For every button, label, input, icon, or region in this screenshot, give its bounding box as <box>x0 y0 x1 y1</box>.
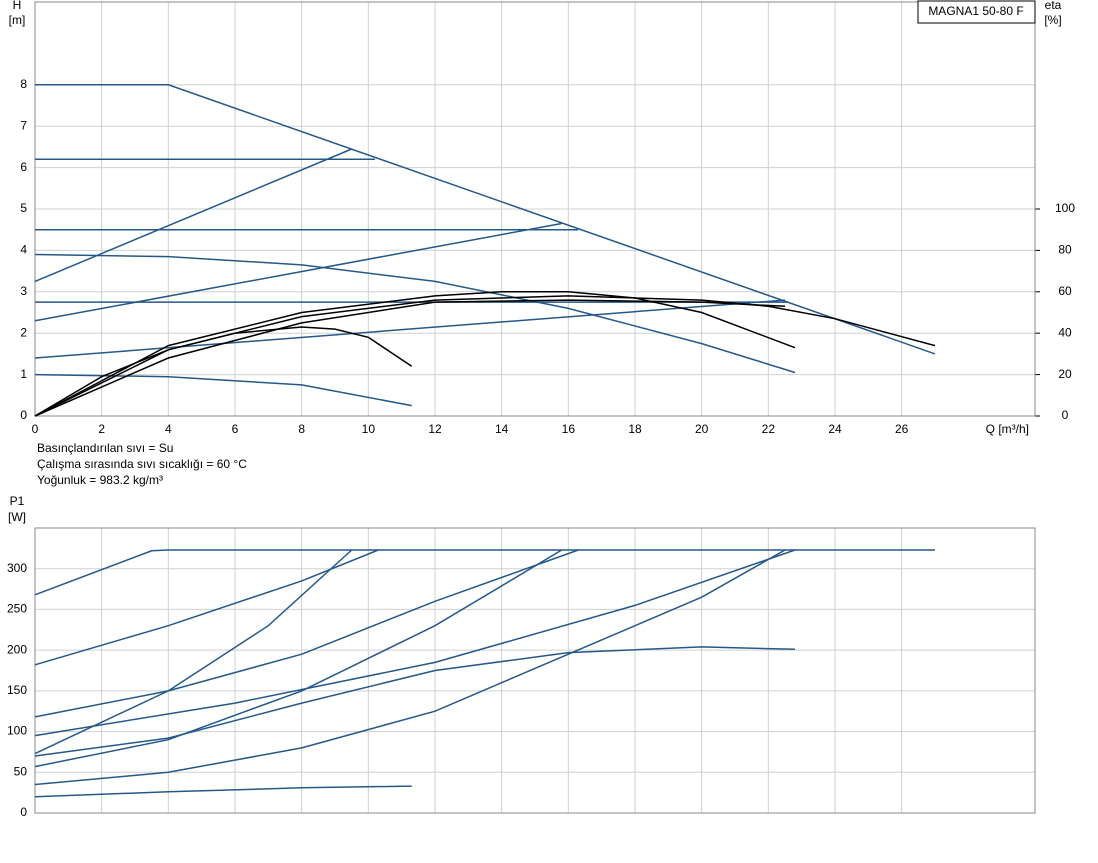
y2-tick-label: 20 <box>1058 367 1072 381</box>
y-tick-label: 0 <box>20 805 27 819</box>
y-axis-label: P1 <box>10 494 25 508</box>
y2-tick-label: 60 <box>1058 284 1072 298</box>
x-tick-label: 2 <box>98 422 105 436</box>
x-tick-label: 6 <box>232 422 239 436</box>
label-box-text: MAGNA1 50-80 F <box>928 4 1023 18</box>
curve <box>35 84 936 355</box>
curve <box>34 549 353 755</box>
curve <box>34 299 786 417</box>
plot-border <box>34 527 1036 814</box>
y-tick-label: 3 <box>20 284 27 298</box>
note: Basınçlandırılan sıvı = Su <box>37 441 173 455</box>
y-tick-label: 250 <box>7 602 27 616</box>
y-axis-label: H <box>13 0 22 12</box>
x-tick-label: 0 <box>32 422 39 436</box>
y-tick-label: 5 <box>20 201 27 215</box>
curve <box>34 549 379 666</box>
label-box <box>917 0 1036 24</box>
curve <box>34 785 412 798</box>
x-tick-label: 18 <box>628 422 642 436</box>
y-tick-label: 1 <box>20 367 27 381</box>
y-tick-label: 4 <box>20 243 27 257</box>
curve <box>34 299 786 359</box>
y2-axis-unit: [%] <box>1044 13 1061 27</box>
x-tick-label: 26 <box>895 422 909 436</box>
plot-border <box>34 1 1036 417</box>
curve <box>34 549 786 786</box>
y-tick-label: 8 <box>20 77 27 91</box>
curve <box>34 253 796 374</box>
x-tick-label: 16 <box>562 422 576 436</box>
curve <box>34 148 352 283</box>
y-tick-label: 2 <box>20 325 27 339</box>
note: Yoğunluk = 983.2 kg/m³ <box>37 473 163 487</box>
y-tick-label: 100 <box>7 724 27 738</box>
y-tick-label: 300 <box>7 561 27 575</box>
curve <box>34 295 936 417</box>
curve <box>34 222 562 322</box>
y2-tick-label: 40 <box>1058 325 1072 339</box>
y2-tick-label: 80 <box>1058 243 1072 257</box>
x-tick-label: 8 <box>298 422 305 436</box>
x-tick-label: 22 <box>762 422 776 436</box>
y-tick-label: 0 <box>20 408 27 422</box>
curve <box>34 326 413 417</box>
y-tick-label: 200 <box>7 642 27 656</box>
y-tick-label: 6 <box>20 160 27 174</box>
curve <box>34 549 796 737</box>
x-tick-label: 20 <box>695 422 709 436</box>
x-tick-label: 4 <box>165 422 172 436</box>
y2-axis-label: eta <box>1045 0 1062 12</box>
x-tick-label: 24 <box>828 422 842 436</box>
x-axis-label: Q [m³/h] <box>986 422 1029 436</box>
curve <box>34 549 935 596</box>
note: Çalışma sırasında sıvı sıcaklığı = 60 °C <box>37 457 247 471</box>
curve <box>34 291 796 417</box>
x-tick-label: 12 <box>428 422 442 436</box>
y2-tick-label: 100 <box>1055 201 1075 215</box>
y-tick-label: 150 <box>7 683 27 697</box>
x-tick-label: 14 <box>495 422 509 436</box>
curve <box>34 646 796 757</box>
y-tick-label: 50 <box>14 764 28 778</box>
y-axis-unit: [m] <box>9 13 26 27</box>
curve <box>34 549 579 718</box>
y2-tick-label: 0 <box>1062 408 1069 422</box>
x-tick-label: 10 <box>362 422 376 436</box>
y-axis-unit: [W] <box>8 510 26 524</box>
curve <box>34 373 412 407</box>
y-tick-label: 7 <box>20 118 27 132</box>
curve <box>34 549 563 768</box>
